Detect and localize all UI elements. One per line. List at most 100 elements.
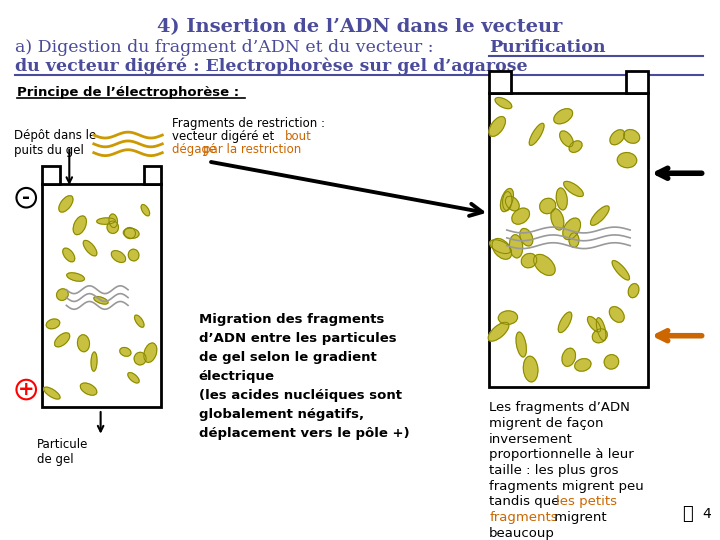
Text: inversement: inversement: [489, 433, 573, 446]
Ellipse shape: [559, 131, 573, 147]
Ellipse shape: [81, 383, 96, 395]
Ellipse shape: [534, 254, 555, 275]
Bar: [42, 166, 60, 184]
Text: vecteur digéré et: vecteur digéré et: [172, 130, 278, 143]
Text: Fragments de restriction :: Fragments de restriction :: [172, 118, 325, 131]
Ellipse shape: [490, 240, 511, 254]
Ellipse shape: [135, 315, 144, 327]
Text: dégagé: dégagé: [172, 143, 220, 156]
Text: Purification: Purification: [489, 39, 606, 56]
Ellipse shape: [604, 355, 618, 369]
Ellipse shape: [563, 218, 580, 240]
Text: Les fragments d’ADN: Les fragments d’ADN: [489, 401, 630, 414]
Ellipse shape: [94, 296, 108, 304]
Ellipse shape: [590, 206, 609, 225]
Ellipse shape: [488, 322, 509, 341]
Text: beaucoup: beaucoup: [489, 526, 555, 539]
Ellipse shape: [107, 221, 119, 233]
Ellipse shape: [128, 249, 139, 261]
Text: fragments migrent peu: fragments migrent peu: [489, 480, 644, 492]
Ellipse shape: [134, 352, 146, 365]
Ellipse shape: [558, 312, 572, 333]
Ellipse shape: [521, 253, 537, 268]
Ellipse shape: [59, 195, 73, 212]
Text: Dépôt dans le
puits du gel: Dépôt dans le puits du gel: [14, 129, 96, 157]
Ellipse shape: [123, 228, 139, 238]
Ellipse shape: [596, 318, 606, 340]
Ellipse shape: [57, 289, 68, 300]
Ellipse shape: [498, 311, 518, 325]
Ellipse shape: [557, 188, 567, 210]
Bar: [626, 71, 648, 93]
Ellipse shape: [44, 387, 60, 399]
Ellipse shape: [554, 109, 572, 124]
Ellipse shape: [612, 261, 629, 280]
Text: tandis que: tandis que: [489, 495, 564, 508]
Ellipse shape: [569, 233, 579, 247]
Bar: [144, 166, 161, 184]
Ellipse shape: [510, 235, 523, 258]
Text: +: +: [18, 380, 35, 399]
Text: -: -: [22, 188, 30, 207]
Ellipse shape: [512, 208, 529, 224]
Text: taille : les plus gros: taille : les plus gros: [489, 464, 618, 477]
Ellipse shape: [492, 239, 512, 259]
Ellipse shape: [564, 181, 583, 197]
Ellipse shape: [125, 227, 135, 239]
Ellipse shape: [67, 273, 84, 281]
Text: Particule
de gel: Particule de gel: [37, 438, 89, 467]
Text: bout: bout: [284, 130, 312, 143]
Ellipse shape: [551, 209, 564, 230]
Text: 🔊: 🔊: [683, 505, 693, 523]
Bar: [42, 184, 161, 407]
Text: a) Digestion du fragment d’ADN et du vecteur :: a) Digestion du fragment d’ADN et du vec…: [15, 39, 439, 56]
Ellipse shape: [516, 332, 526, 357]
Text: Migration des fragments
d’ADN entre les particules
de gel selon le gradient
élec: Migration des fragments d’ADN entre les …: [199, 313, 409, 440]
Text: du vecteur digéré : Electrophorèse sur gel d’agarose: du vecteur digéré : Electrophorèse sur g…: [15, 58, 528, 75]
Ellipse shape: [593, 329, 607, 343]
Text: par la restriction: par la restriction: [203, 143, 302, 156]
Text: migrent: migrent: [550, 511, 606, 524]
Text: les petits: les petits: [556, 495, 617, 508]
Text: Principe de l’électrophorèse :: Principe de l’électrophorèse :: [17, 86, 240, 99]
Ellipse shape: [588, 316, 600, 332]
Ellipse shape: [84, 240, 97, 256]
Ellipse shape: [73, 216, 86, 235]
Ellipse shape: [144, 343, 157, 362]
Text: proportionnelle à leur: proportionnelle à leur: [489, 448, 634, 461]
Ellipse shape: [609, 307, 624, 322]
Ellipse shape: [505, 196, 519, 211]
Ellipse shape: [128, 373, 139, 383]
Ellipse shape: [96, 218, 115, 224]
Ellipse shape: [617, 153, 636, 168]
Bar: [489, 93, 648, 387]
Ellipse shape: [120, 347, 131, 356]
Ellipse shape: [629, 284, 639, 298]
Ellipse shape: [529, 123, 544, 145]
Ellipse shape: [109, 214, 117, 227]
Ellipse shape: [523, 356, 538, 382]
Ellipse shape: [575, 359, 591, 371]
Bar: [489, 71, 510, 93]
Ellipse shape: [624, 130, 639, 143]
Ellipse shape: [569, 141, 582, 152]
Ellipse shape: [141, 205, 150, 216]
Ellipse shape: [91, 352, 97, 371]
Ellipse shape: [500, 188, 513, 212]
Text: 4) Insertion de l’ADN dans le vecteur: 4) Insertion de l’ADN dans le vecteur: [157, 18, 563, 36]
Ellipse shape: [540, 198, 556, 214]
Ellipse shape: [495, 98, 512, 109]
Ellipse shape: [63, 248, 75, 262]
Text: 4: 4: [702, 507, 711, 521]
Ellipse shape: [46, 319, 60, 329]
Ellipse shape: [610, 130, 625, 145]
Ellipse shape: [562, 348, 575, 366]
Ellipse shape: [112, 251, 125, 262]
Ellipse shape: [489, 117, 505, 137]
Ellipse shape: [520, 228, 533, 246]
Text: migrent de façon: migrent de façon: [489, 417, 603, 430]
Ellipse shape: [55, 333, 70, 347]
Ellipse shape: [78, 335, 89, 352]
Text: fragments: fragments: [489, 511, 558, 524]
Ellipse shape: [503, 192, 512, 211]
